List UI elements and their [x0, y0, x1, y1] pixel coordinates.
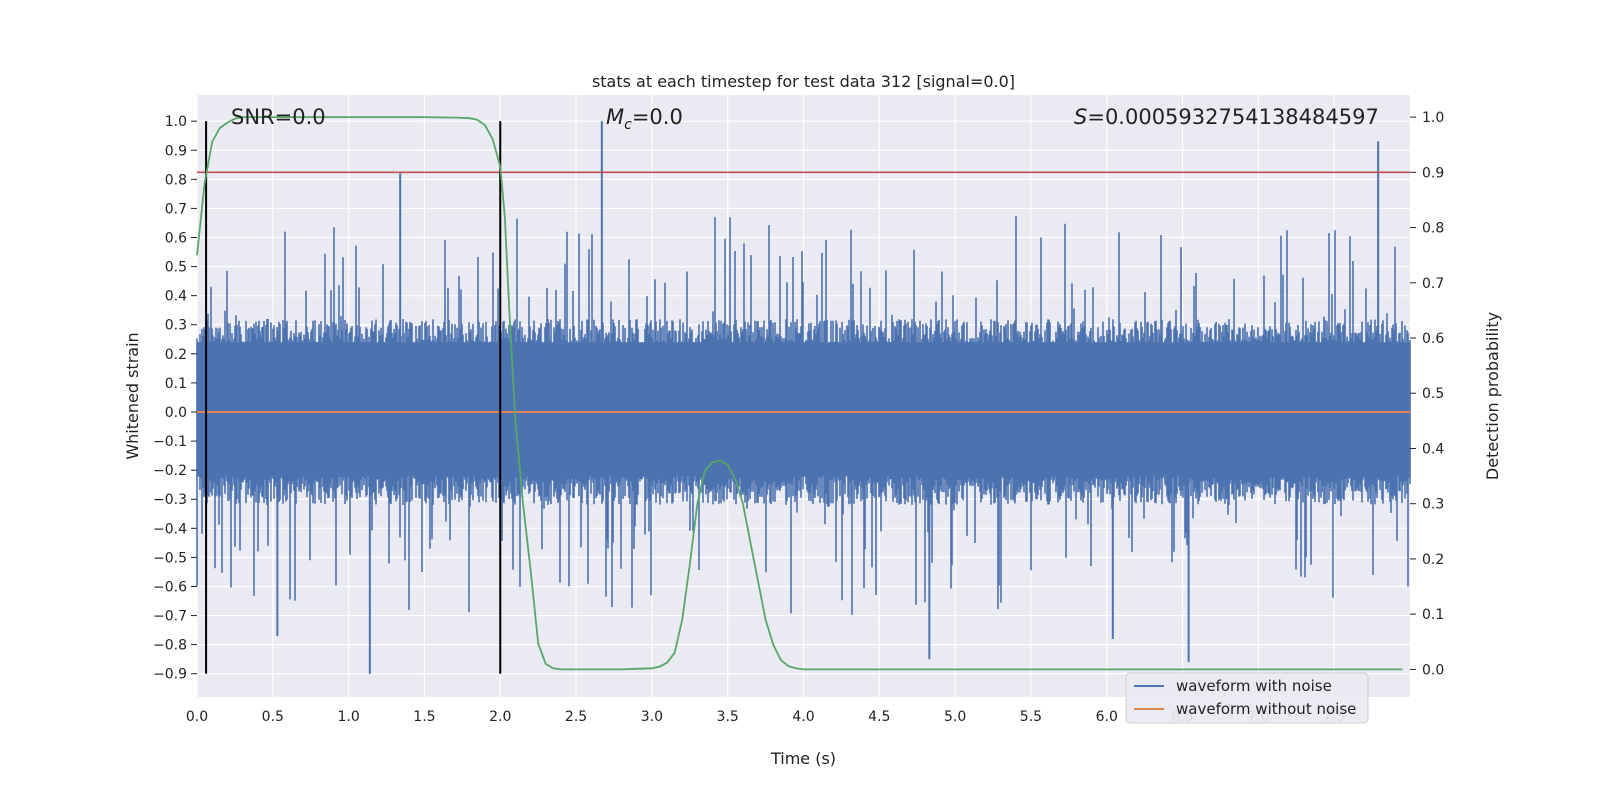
x-tick-label: 3.5 — [717, 709, 739, 725]
y-tick-label: −0.2 — [153, 463, 187, 479]
legend-box — [1125, 672, 1369, 724]
mc-value: =0.0 — [632, 105, 683, 129]
x-axis-label: Time (s) — [770, 749, 836, 768]
y2-tick-label: 0.5 — [1422, 386, 1444, 402]
y-tick-label: −0.4 — [153, 521, 187, 537]
y2-tick-label: 0.7 — [1422, 276, 1444, 292]
y2-tick-label: 0.8 — [1422, 221, 1444, 237]
y-tick-label: −0.7 — [153, 609, 187, 625]
mc-symbol: M — [606, 105, 624, 129]
x-tick-label: 1.5 — [413, 709, 435, 725]
y-tick-label: 0.7 — [165, 201, 187, 217]
s-annotation: S=0.0005932754138484597 — [1074, 105, 1379, 129]
y-tick-label: 0.0 — [165, 405, 187, 421]
y-tick-label: −0.1 — [153, 434, 187, 450]
s-symbol: S — [1074, 105, 1087, 129]
y-tick-label: 0.8 — [165, 172, 187, 188]
overlay-lines — [196, 116, 1410, 674]
series-detection-probability — [196, 116, 1403, 671]
x-tick-label: 5.0 — [944, 709, 966, 725]
snr-annotation: SNR=0.0 — [231, 105, 326, 129]
y-axis-label: Whitened strain — [123, 332, 142, 459]
chirp-mass-annotation: Mc=0.0 — [606, 105, 683, 133]
y-tick-label: 1.0 — [165, 114, 187, 130]
x-tick-label: 0.0 — [186, 709, 208, 725]
y2-tick-label: 0.4 — [1422, 441, 1444, 457]
x-tick-label: 4.0 — [792, 709, 814, 725]
x-tick-label: 6.0 — [1096, 709, 1118, 725]
legend-label: waveform with noise — [1176, 677, 1332, 695]
y-tick-label: −0.5 — [153, 550, 187, 566]
y-tick-label: 0.1 — [165, 376, 187, 392]
x-tick-label: 5.5 — [1020, 709, 1042, 725]
y-tick-label: 0.5 — [165, 260, 187, 276]
legend: waveform with noise waveform without nois… — [1125, 672, 1369, 724]
s-value: =0.0005932754138484597 — [1087, 105, 1379, 129]
y2-tick-label: 1.0 — [1422, 110, 1444, 126]
mc-subscript: c — [624, 117, 632, 133]
y-tick-label: −0.9 — [153, 667, 187, 683]
noise-core — [197, 342, 1410, 453]
chart-title: stats at each timestep for test data 312… — [592, 72, 1015, 91]
y2-tick-label: 0.0 — [1422, 662, 1444, 678]
y2-axis-label: Detection probability — [1483, 312, 1502, 480]
x-tick-label: 1.0 — [337, 709, 359, 725]
x-tick-label: 2.5 — [565, 709, 587, 725]
y-tick-label: −0.3 — [153, 492, 187, 508]
y-tick-label: −0.6 — [153, 579, 187, 595]
y2-tick-label: 0.2 — [1422, 552, 1444, 568]
y-tick-label: 0.6 — [165, 231, 187, 247]
y2-tick-label: 0.3 — [1422, 497, 1444, 513]
y-tick-label: −0.8 — [153, 638, 187, 654]
y-tick-label: 0.3 — [165, 318, 187, 334]
y2-tick-label: 0.1 — [1422, 607, 1444, 623]
x-tick-label: 3.0 — [641, 709, 663, 725]
x-tick-label: 4.5 — [868, 709, 890, 725]
y2-tick-label: 0.6 — [1422, 331, 1444, 347]
x-tick-label: 0.5 — [262, 709, 284, 725]
y2-tick-label: 0.9 — [1422, 165, 1444, 181]
y-tick-label: 0.4 — [165, 289, 187, 305]
y-tick-label: 0.2 — [165, 347, 187, 363]
y-tick-label: 0.9 — [165, 143, 187, 159]
legend-label: waveform without noise — [1176, 700, 1356, 718]
x-tick-label: 2.0 — [489, 709, 511, 725]
